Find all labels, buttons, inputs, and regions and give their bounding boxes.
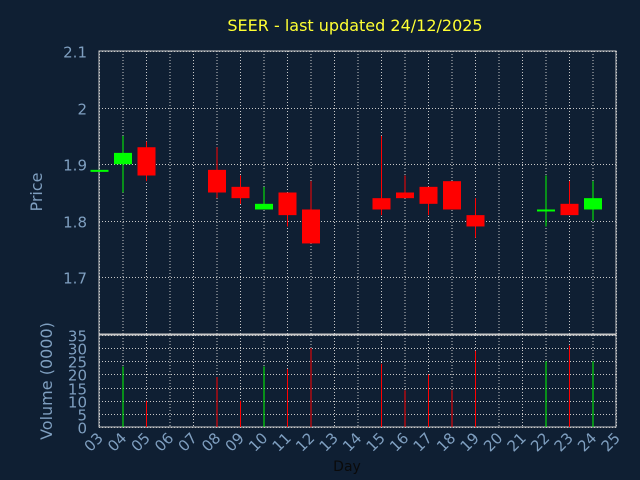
candle-body-05 (137, 147, 156, 176)
x-tick-label: 23 (551, 429, 577, 455)
price-y-tick-label: 2 (77, 101, 87, 119)
candle-body-03 (90, 169, 109, 172)
x-tick-label: 20 (480, 429, 506, 455)
volume-panel: 0510152025303503040506070809101112131415… (68, 328, 624, 456)
price-axis-label: Price (27, 172, 46, 211)
volume-axis-label: Volume (0000) (37, 322, 56, 440)
volume-y-tick-label: 5 (77, 407, 87, 425)
x-tick-label: 24 (574, 429, 600, 455)
x-tick-label: 16 (386, 429, 412, 455)
x-tick-label: 12 (292, 429, 318, 455)
volume-y-tick-label: 35 (68, 328, 87, 346)
candle-body-04 (114, 152, 132, 165)
x-tick-label: 22 (527, 429, 553, 455)
candle-body-24 (584, 198, 602, 210)
candle-body-23 (560, 203, 579, 216)
price-y-tick-label: 1.8 (63, 214, 87, 232)
candle-body-22 (537, 209, 555, 212)
price-panel: 1.7 1.8 1.9 2 2.1 (63, 44, 617, 335)
x-tick-label: 18 (433, 429, 459, 455)
x-tick-label: 21 (504, 429, 530, 455)
x-tick-label: 09 (222, 429, 248, 455)
x-tick-label: 19 (457, 429, 483, 455)
candle-body-19 (466, 215, 485, 227)
candle-body-12 (302, 209, 320, 244)
x-tick-label: 08 (198, 429, 224, 455)
x-tick-label: 05 (128, 429, 154, 455)
x-tick-label: 25 (598, 429, 624, 455)
volume-y-tick-label: 0 (77, 420, 87, 438)
candle-body-08 (208, 169, 226, 193)
volume-y-tick-label: 20 (68, 367, 87, 385)
x-tick-label: 04 (104, 429, 130, 455)
x-tick-label: 07 (175, 429, 201, 455)
candle-body-15 (372, 198, 391, 210)
price-y-tick-label: 1.7 (63, 270, 87, 288)
candle-body-17 (419, 186, 438, 204)
x-tick-label: 13 (316, 429, 342, 455)
volume-y-tick-label: 25 (68, 354, 87, 372)
volume-y-tick-label: 15 (68, 381, 87, 399)
candle-body-11 (278, 192, 297, 216)
price-y-tick-label: 1.9 (63, 157, 87, 175)
candle-body-16 (396, 192, 414, 199)
candle-body-18 (443, 181, 461, 210)
x-tick-label: 15 (363, 429, 389, 455)
x-tick-label: 06 (151, 429, 177, 455)
candle-body-10 (255, 203, 273, 210)
x-axis-label: Day (333, 459, 361, 475)
chart-title: SEER - last updated 24/12/2025 (227, 16, 482, 35)
x-tick-label: 17 (410, 429, 436, 455)
volume-y-tick-label: 10 (68, 394, 87, 412)
x-tick-label: 10 (245, 429, 271, 455)
x-tick-label: 11 (269, 429, 295, 455)
price-y-tick-label: 2.1 (63, 44, 87, 62)
x-tick-label: 14 (339, 429, 365, 455)
volume-y-tick-label: 30 (68, 341, 87, 359)
candle-body-09 (231, 186, 250, 199)
